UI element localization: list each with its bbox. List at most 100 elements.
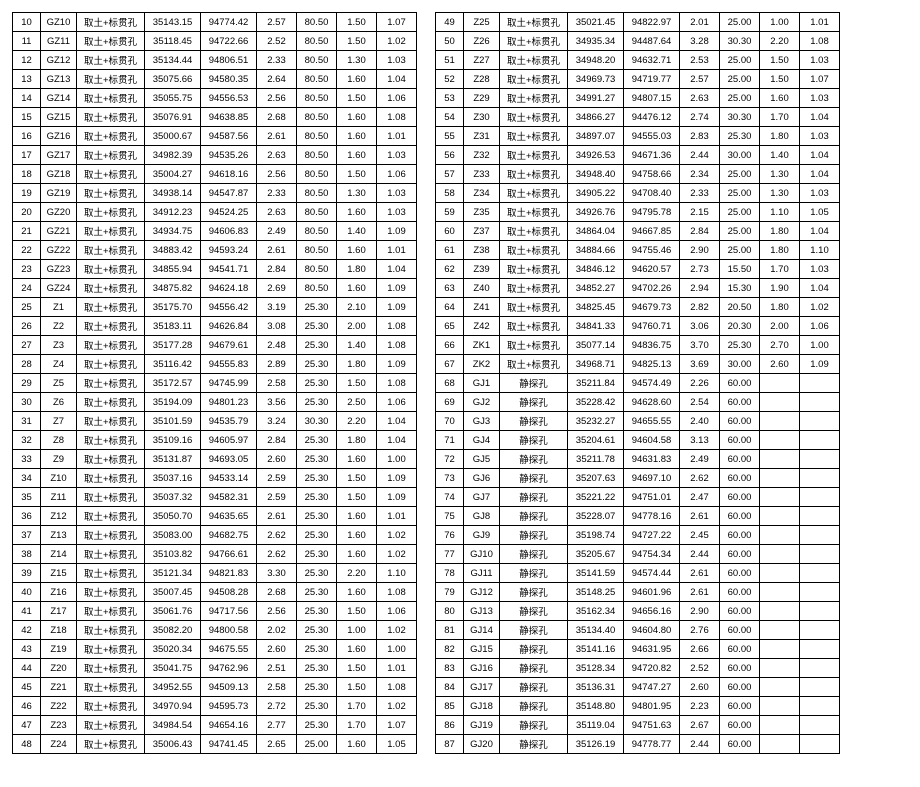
table-cell (760, 621, 800, 640)
table-cell: 1.02 (377, 621, 417, 640)
table-cell: 94638.85 (201, 108, 257, 127)
table-cell: 2.84 (257, 260, 297, 279)
table-cell: 35021.45 (568, 13, 624, 32)
table-cell: 60.00 (720, 716, 760, 735)
table-cell: 2.56 (257, 602, 297, 621)
table-row: 35Z11取土+标贯孔35037.3294582.312.5925.301.50… (13, 488, 417, 507)
table-cell (800, 697, 840, 716)
table-cell: 94682.75 (201, 526, 257, 545)
table-cell: 94587.56 (201, 127, 257, 146)
table-cell: 25.30 (297, 716, 337, 735)
table-row: 74GJ7静探孔35221.2294751.012.4760.00 (436, 488, 840, 507)
table-cell: 94618.16 (201, 165, 257, 184)
table-cell: 44 (13, 659, 41, 678)
table-cell: 94541.71 (201, 260, 257, 279)
table-cell: 34926.53 (568, 146, 624, 165)
table-cell: 35131.87 (145, 450, 201, 469)
table-cell: 25.00 (720, 51, 760, 70)
table-cell: 2.51 (257, 659, 297, 678)
table-cell: 1.07 (800, 70, 840, 89)
table-cell: 2.45 (680, 526, 720, 545)
table-cell: 94620.57 (624, 260, 680, 279)
table-row: 87GJ20静探孔35126.1994778.772.4460.00 (436, 735, 840, 754)
table-cell: 68 (436, 374, 464, 393)
table-cell: 18 (13, 165, 41, 184)
table-cell: 25.00 (720, 13, 760, 32)
table-cell: 35076.91 (145, 108, 201, 127)
table-cell: 78 (436, 564, 464, 583)
table-row: 45Z21取土+标贯孔34952.5594509.132.5825.301.50… (13, 678, 417, 697)
table-cell: 48 (13, 735, 41, 754)
table-cell: 60.00 (720, 450, 760, 469)
table-cell: 94508.28 (201, 583, 257, 602)
table-cell: 1.80 (337, 355, 377, 374)
table-cell: 取土+标贯孔 (500, 184, 568, 203)
table-cell (800, 374, 840, 393)
table-cell: 20.50 (720, 298, 760, 317)
table-row: 79GJ12静探孔35148.2594601.962.6160.00 (436, 583, 840, 602)
table-cell: 取土+标贯孔 (500, 203, 568, 222)
table-cell: 1.00 (760, 13, 800, 32)
table-cell: 静探孔 (500, 374, 568, 393)
table-cell: 1.60 (337, 203, 377, 222)
table-cell: GZ20 (41, 203, 77, 222)
table-cell: 29 (13, 374, 41, 393)
table-cell: 15.30 (720, 279, 760, 298)
table-cell: 11 (13, 32, 41, 51)
table-cell: 1.08 (377, 678, 417, 697)
table-cell: 1.60 (337, 640, 377, 659)
table-cell: 1.02 (377, 526, 417, 545)
table-row: 22GZ22取土+标贯孔34883.4294593.242.6180.501.6… (13, 241, 417, 260)
table-cell: 取土+标贯孔 (77, 640, 145, 659)
table-cell: 2.67 (680, 716, 720, 735)
table-cell: GJ18 (464, 697, 500, 716)
table-cell: 34 (13, 469, 41, 488)
table-cell: 1.50 (337, 374, 377, 393)
table-cell: 35020.34 (145, 640, 201, 659)
table-cell: 1.02 (377, 697, 417, 716)
table-cell: GJ2 (464, 393, 500, 412)
table-cell: 82 (436, 640, 464, 659)
table-cell (760, 564, 800, 583)
table-cell: 3.08 (257, 317, 297, 336)
table-cell: 2.52 (680, 659, 720, 678)
table-cell: 1.80 (760, 241, 800, 260)
table-cell: 35118.45 (145, 32, 201, 51)
table-cell: 2.72 (257, 697, 297, 716)
table-cell: 1.60 (337, 127, 377, 146)
table-cell: 25.00 (720, 89, 760, 108)
table-row: 71GJ4静探孔35204.6194604.583.1360.00 (436, 431, 840, 450)
table-cell: 35162.34 (568, 602, 624, 621)
table-row: 57Z33取土+标贯孔34948.4094758.662.3425.001.30… (436, 165, 840, 184)
table-cell: 35177.28 (145, 336, 201, 355)
table-cell: 94635.65 (201, 507, 257, 526)
table-cell: 1.08 (377, 108, 417, 127)
table-cell: GZ13 (41, 70, 77, 89)
table-cell: 取土+标贯孔 (77, 526, 145, 545)
table-cell: 25.00 (720, 165, 760, 184)
table-cell: 取土+标贯孔 (77, 89, 145, 108)
table-cell: Z22 (41, 697, 77, 716)
table-cell: 80.50 (297, 222, 337, 241)
table-cell: 30.00 (720, 355, 760, 374)
table-cell: 2.33 (680, 184, 720, 203)
table-cell: 1.05 (377, 735, 417, 754)
table-cell: 取土+标贯孔 (77, 184, 145, 203)
table-cell: 80.50 (297, 70, 337, 89)
table-cell: 1.08 (377, 583, 417, 602)
table-cell: 静探孔 (500, 545, 568, 564)
table-row: 24GZ24取土+标贯孔34875.8294624.182.6980.501.6… (13, 279, 417, 298)
table-cell: 94693.05 (201, 450, 257, 469)
table-cell: GZ23 (41, 260, 77, 279)
table-cell: 35128.34 (568, 659, 624, 678)
table-cell: 取土+标贯孔 (500, 241, 568, 260)
table-cell: 94822.97 (624, 13, 680, 32)
table-cell: Z16 (41, 583, 77, 602)
table-cell: 65 (436, 317, 464, 336)
table-cell: GJ15 (464, 640, 500, 659)
table-cell: 67 (436, 355, 464, 374)
table-cell: 34991.27 (568, 89, 624, 108)
table-cell: 94556.42 (201, 298, 257, 317)
table-cell: 3.70 (680, 336, 720, 355)
table-cell: 取土+标贯孔 (500, 70, 568, 89)
